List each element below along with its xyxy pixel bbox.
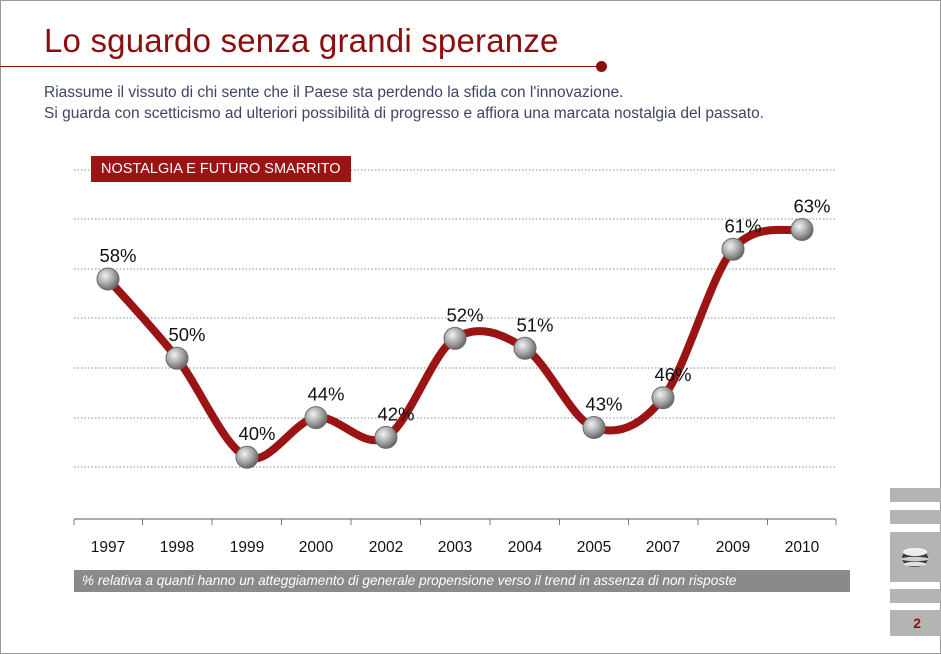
data-label: 42% (377, 403, 414, 424)
x-tick-label: 2005 (577, 539, 611, 556)
data-label: 50% (168, 324, 205, 345)
x-tick-label: 1999 (230, 539, 264, 556)
data-label: 44% (307, 384, 344, 405)
x-tick-label: 2002 (369, 539, 403, 556)
data-label: 40% (238, 423, 275, 444)
data-label: 61% (724, 215, 761, 236)
chart-footnote: % relativa a quanti hanno un atteggiamen… (74, 570, 850, 592)
subtitle-line-1: Riassume il vissuto di chi sente che il … (44, 84, 624, 101)
data-point (790, 218, 814, 241)
data-point (235, 445, 259, 469)
data-point (582, 416, 606, 439)
side-tab (890, 488, 941, 502)
data-label: 46% (654, 364, 691, 385)
chart-title-badge: NOSTALGIA E FUTURO SMARRITO (91, 156, 351, 182)
data-point (721, 237, 745, 261)
data-point (651, 386, 675, 410)
data-label: 58% (99, 245, 136, 266)
x-tick-label: 1998 (160, 539, 194, 556)
x-tick-label: 2007 (646, 539, 680, 556)
x-tick-label: 1997 (91, 539, 125, 556)
data-label: 52% (446, 304, 483, 325)
data-label: 43% (585, 394, 622, 415)
subtitle-line-2: Si guarda con scetticismo ad ulteriori p… (44, 105, 764, 122)
x-tick-label: 2000 (299, 539, 334, 556)
page-number: 2 (890, 610, 941, 636)
x-tick-label: 2004 (508, 539, 543, 556)
side-tab (890, 589, 941, 603)
logo-box (890, 532, 941, 582)
logo-icon (901, 548, 929, 567)
data-point (513, 336, 537, 360)
data-point (374, 425, 398, 449)
page-title: Lo sguardo senza grandi speranze (44, 22, 559, 59)
data-point (96, 267, 120, 291)
data-label: 63% (793, 196, 830, 217)
title-underline (0, 66, 600, 67)
data-point (304, 406, 328, 430)
x-tick-label: 2009 (716, 539, 750, 556)
x-tick-label: 2010 (785, 539, 820, 556)
side-tab (890, 510, 941, 524)
title-dot (596, 61, 607, 72)
data-point (165, 346, 189, 370)
data-label: 51% (516, 314, 553, 335)
x-tick-label: 2003 (438, 539, 472, 556)
data-point (443, 326, 467, 350)
